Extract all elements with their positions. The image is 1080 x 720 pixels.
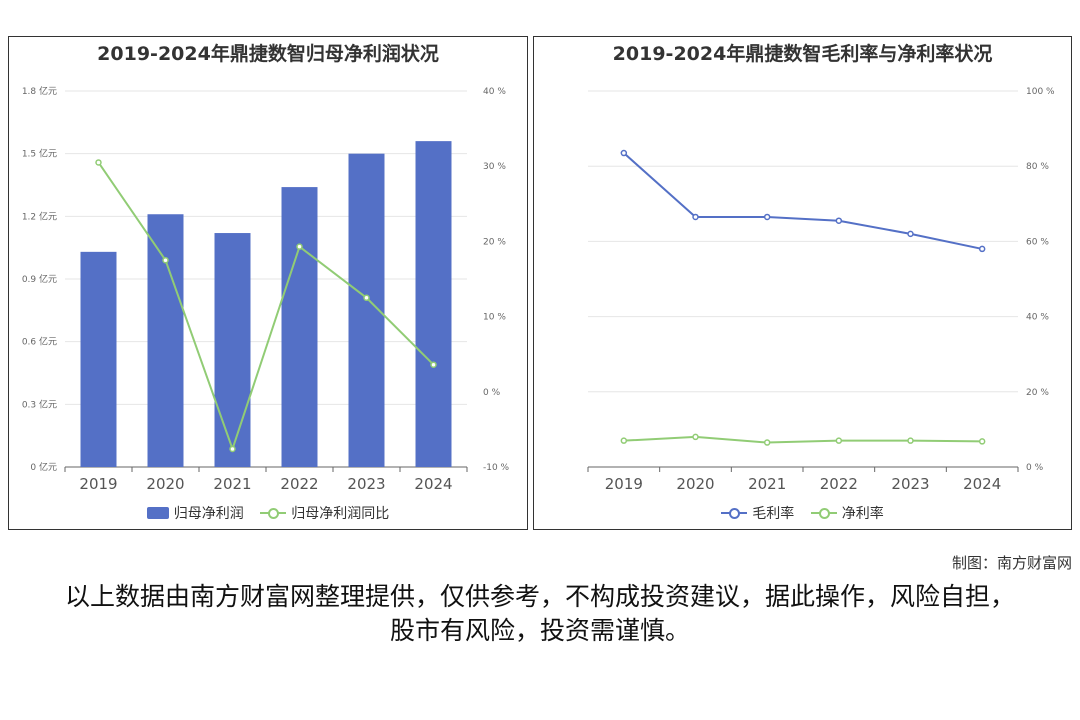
data-point [95,159,102,166]
chart-title: 2019-2024年鼎捷数智毛利率与净利率状况 [612,43,993,65]
y-tick-label-right: 40 % [1026,313,1049,323]
data-point [978,245,986,253]
data-point [692,433,699,441]
y-tick-label-left: 1.5 亿元 [22,148,57,160]
series-line-yoy [97,161,435,453]
bar [415,141,452,467]
legend-swatch-line [260,507,287,519]
bar [281,187,318,468]
data-point [296,243,303,250]
y-tick-label-left: 1.2 亿元 [22,210,57,222]
legend-label: 归母净利润同比 [291,506,390,522]
legend-swatch-line [810,507,837,519]
chart-canvas: 0 亿元 0.3 亿元 0.6 亿元 0.9 亿元 1.2 亿元 1.5 亿元 1.8 亿元… [22,85,510,493]
data-point [229,445,236,453]
chart-panel-margins: 2019-2024年鼎捷数智毛利率与净利率状况 0 % 20 % 40 % 60 % 8… [533,36,1072,530]
y-tick-label-left: 0.3 亿元 [22,398,57,410]
legend-swatch-bar [146,507,169,519]
legend-swatch-line [721,507,748,519]
data-point [763,439,771,446]
chart-legend: 归母净利润 归母净利润同比 [9,503,527,523]
series-line-gross-margin [623,152,983,250]
bar [80,251,117,467]
data-point [763,213,771,221]
data-point [363,294,370,302]
y-tick-label-right: 30 % [483,162,506,172]
data-point [162,256,169,264]
x-tick-label: 2022 [280,475,318,493]
y-tick-label-left: 0 亿元 [30,461,57,473]
data-point [430,361,437,368]
y-tick-label-right: 60 % [1026,237,1049,247]
y-tick-label-right: 10 % [483,313,506,323]
x-tick-label: 2022 [820,475,858,493]
x-tick-label: 2024 [414,475,452,493]
x-tick-label: 2020 [146,475,184,493]
data-point [620,437,628,444]
y-tick-label-left: 0.9 亿元 [22,273,57,285]
x-tick-label: 2024 [963,475,1001,493]
series-line-net-margin [623,435,983,444]
bar [147,214,184,467]
data-point [907,437,914,444]
data-point [620,149,628,157]
legend-item-net-margin[interactable]: 净利率 [810,503,884,523]
x-tick-label: 2019 [79,475,117,493]
x-tick-label: 2019 [605,475,643,493]
disclaimer-text: 以上数据由南方财富网整理提供，仅供参考，不构成投资建议，据此操作，风险自担，股市… [64,582,1015,645]
legend-label: 净利率 [841,506,884,522]
legend-item-gross-margin[interactable]: 毛利率 [721,503,794,523]
legend-item-net-profit[interactable]: 归母净利润 [146,503,244,523]
chart-legend: 毛利率 净利率 [534,503,1071,523]
y-tick-label-right: 20 % [483,237,506,247]
data-point [978,438,986,445]
x-tick-label: 2020 [676,475,714,493]
y-tick-label-left: 1.8 亿元 [22,85,57,97]
chart-credit: 制图：南方财富网 [951,554,1072,572]
data-point [907,230,914,238]
legend-label: 毛利率 [752,506,795,522]
legend-item-net-profit-yoy[interactable]: 归母净利润同比 [260,503,389,523]
chart-panel-net-profit: 2019-2024年鼎捷数智归母净利润状况 0 亿元 0.3 亿元 0.6 亿元 0.… [8,36,528,530]
chart-canvas: 0 % 20 % 40 % 60 % 80 % 100 % 2019 2020 2021 2022… [587,87,1055,493]
x-tick-label: 2021 [213,475,251,493]
legend-label: 归母净利润 [173,506,244,522]
data-point [835,437,843,444]
x-tick-label: 2023 [891,475,929,493]
bar [214,233,251,467]
x-tick-label: 2023 [347,475,385,493]
data-point [692,213,699,221]
y-tick-label-right: 20 % [1026,388,1049,398]
chart-title: 2019-2024年鼎捷数智归母净利润状况 [97,43,439,65]
y-tick-label-left: 0.6 亿元 [22,336,57,348]
y-tick-label-right: 40 % [483,87,506,97]
y-tick-label-right: 0 % [1026,463,1044,473]
data-point [835,217,843,224]
y-tick-label-right: 80 % [1026,162,1049,172]
y-tick-label-right: 100 % [1026,87,1055,97]
x-tick-label: 2021 [748,475,786,493]
y-tick-label-right: 0 % [483,388,501,398]
y-tick-label-right: -10 % [483,463,510,473]
